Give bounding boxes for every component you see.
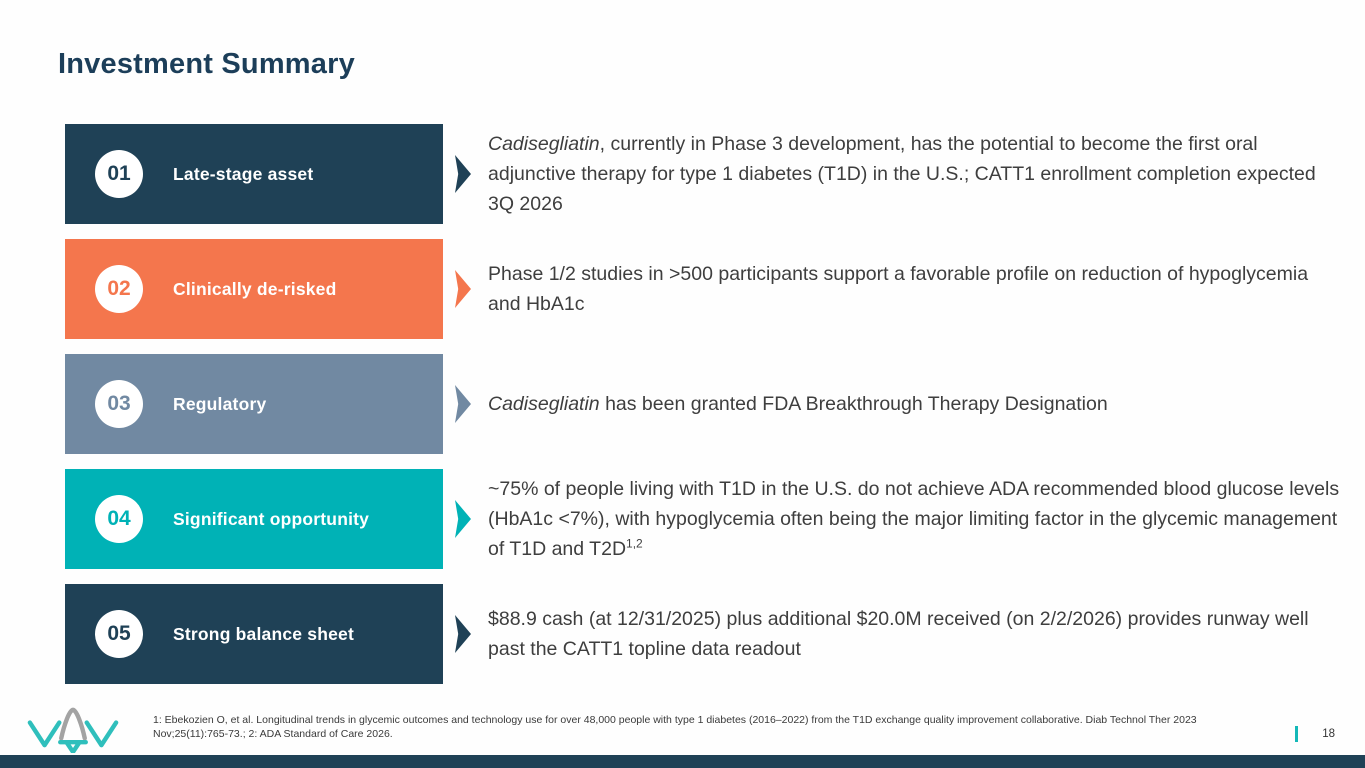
row-banner: 02 Clinically de-risked xyxy=(65,239,443,339)
description-text: Phase 1/2 studies in >500 participants s… xyxy=(488,263,1309,315)
summary-row-clinically-de-risked: 02 Clinically de-risked Phase 1/2 studie… xyxy=(65,239,1345,339)
row-banner: 04 Significant opportunity xyxy=(65,469,443,569)
description-text: ~75% of people living with T1D in the U.… xyxy=(488,478,1340,560)
row-description: Cadisegliatin has been granted FDA Break… xyxy=(488,389,1108,419)
drug-name: Cadisegliatin xyxy=(488,133,600,155)
logo-t-stem xyxy=(64,740,82,755)
row-number-badge: 01 xyxy=(95,150,143,198)
row-label: Strong balance sheet xyxy=(173,623,354,644)
row-description: Phase 1/2 studies in >500 participants s… xyxy=(488,259,1345,319)
page-number: 18 xyxy=(1322,728,1335,740)
row-number-badge: 05 xyxy=(95,610,143,658)
summary-row-strong-balance-sheet: 05 Strong balance sheet $88.9 cash (at 1… xyxy=(65,584,1345,684)
page-marker: 18 xyxy=(1295,726,1335,742)
logo-left-v xyxy=(27,720,62,748)
vtv-therapeutics-logo xyxy=(24,699,122,758)
footnote-text: 1: Ebekozien O, et al. Longitudinal tren… xyxy=(153,714,1197,740)
description-text: $88.9 cash (at 12/31/2025) plus addition… xyxy=(488,608,1309,660)
description-text: has been granted FDA Breakthrough Therap… xyxy=(599,393,1108,415)
row-description: $88.9 cash (at 12/31/2025) plus addition… xyxy=(488,604,1345,664)
summary-rows: 01 Late-stage asset Cadisegliatin, curre… xyxy=(65,124,1345,699)
right-arrow-icon xyxy=(455,615,471,653)
logo-right-v xyxy=(84,720,119,748)
row-banner: 05 Strong balance sheet xyxy=(65,584,443,684)
row-number-badge: 04 xyxy=(95,495,143,543)
summary-row-late-stage-asset: 01 Late-stage asset Cadisegliatin, curre… xyxy=(65,124,1345,224)
row-label: Regulatory xyxy=(173,393,267,414)
row-number-badge: 02 xyxy=(95,265,143,313)
right-arrow-icon xyxy=(455,155,471,193)
logo-gray-arch xyxy=(59,707,87,741)
row-number-badge: 03 xyxy=(95,380,143,428)
bottom-accent-bar xyxy=(0,755,1365,768)
description-text: , currently in Phase 3 development, has … xyxy=(488,133,1316,215)
summary-row-significant-opportunity: 04 Significant opportunity ~75% of peopl… xyxy=(65,469,1345,569)
right-arrow-icon xyxy=(455,500,471,538)
drug-name: Cadisegliatin xyxy=(488,393,600,415)
row-description: ~75% of people living with T1D in the U.… xyxy=(488,474,1345,564)
page-title: Investment Summary xyxy=(58,48,355,80)
page-marker-bar xyxy=(1295,726,1299,742)
summary-row-regulatory: 03 Regulatory Cadisegliatin has been gra… xyxy=(65,354,1345,454)
right-arrow-icon xyxy=(455,270,471,308)
row-label: Significant opportunity xyxy=(173,508,370,529)
right-arrow-icon xyxy=(455,385,471,423)
footnote-reference: 1,2 xyxy=(626,536,643,551)
row-banner: 03 Regulatory xyxy=(65,354,443,454)
row-label: Clinically de-risked xyxy=(173,278,337,299)
row-description: Cadisegliatin, currently in Phase 3 deve… xyxy=(488,129,1345,219)
row-banner: 01 Late-stage asset xyxy=(65,124,443,224)
row-label: Late-stage asset xyxy=(173,163,314,184)
